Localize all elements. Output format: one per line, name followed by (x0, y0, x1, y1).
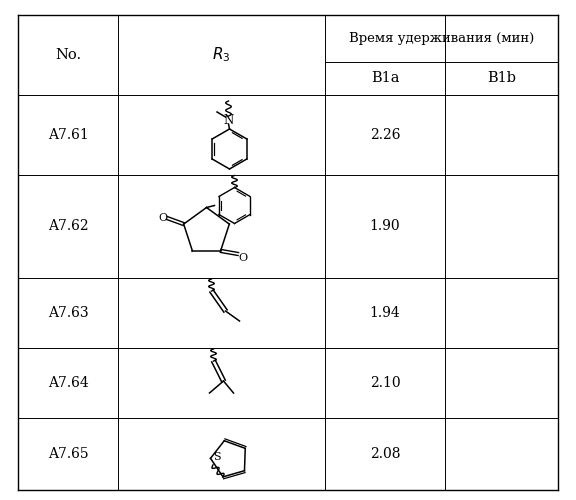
Text: 2.08: 2.08 (370, 447, 400, 461)
Text: N: N (223, 114, 234, 126)
Text: 1.90: 1.90 (370, 220, 400, 234)
Text: B1b: B1b (487, 72, 516, 86)
Text: A7.65: A7.65 (48, 447, 88, 461)
Text: 2.26: 2.26 (370, 128, 400, 142)
Text: No.: No. (55, 48, 81, 62)
Text: A7.63: A7.63 (48, 306, 88, 320)
Text: A7.62: A7.62 (48, 220, 88, 234)
Text: S: S (214, 452, 221, 462)
Text: 2.10: 2.10 (370, 376, 400, 390)
Text: Время удерживания (мин): Время удерживания (мин) (349, 32, 534, 45)
Text: $R_3$: $R_3$ (213, 46, 231, 64)
Text: A7.64: A7.64 (48, 376, 88, 390)
Text: O: O (239, 253, 248, 263)
Text: B1a: B1a (371, 72, 399, 86)
Text: 1.94: 1.94 (370, 306, 400, 320)
Text: A7.61: A7.61 (48, 128, 88, 142)
Text: O: O (158, 213, 167, 223)
